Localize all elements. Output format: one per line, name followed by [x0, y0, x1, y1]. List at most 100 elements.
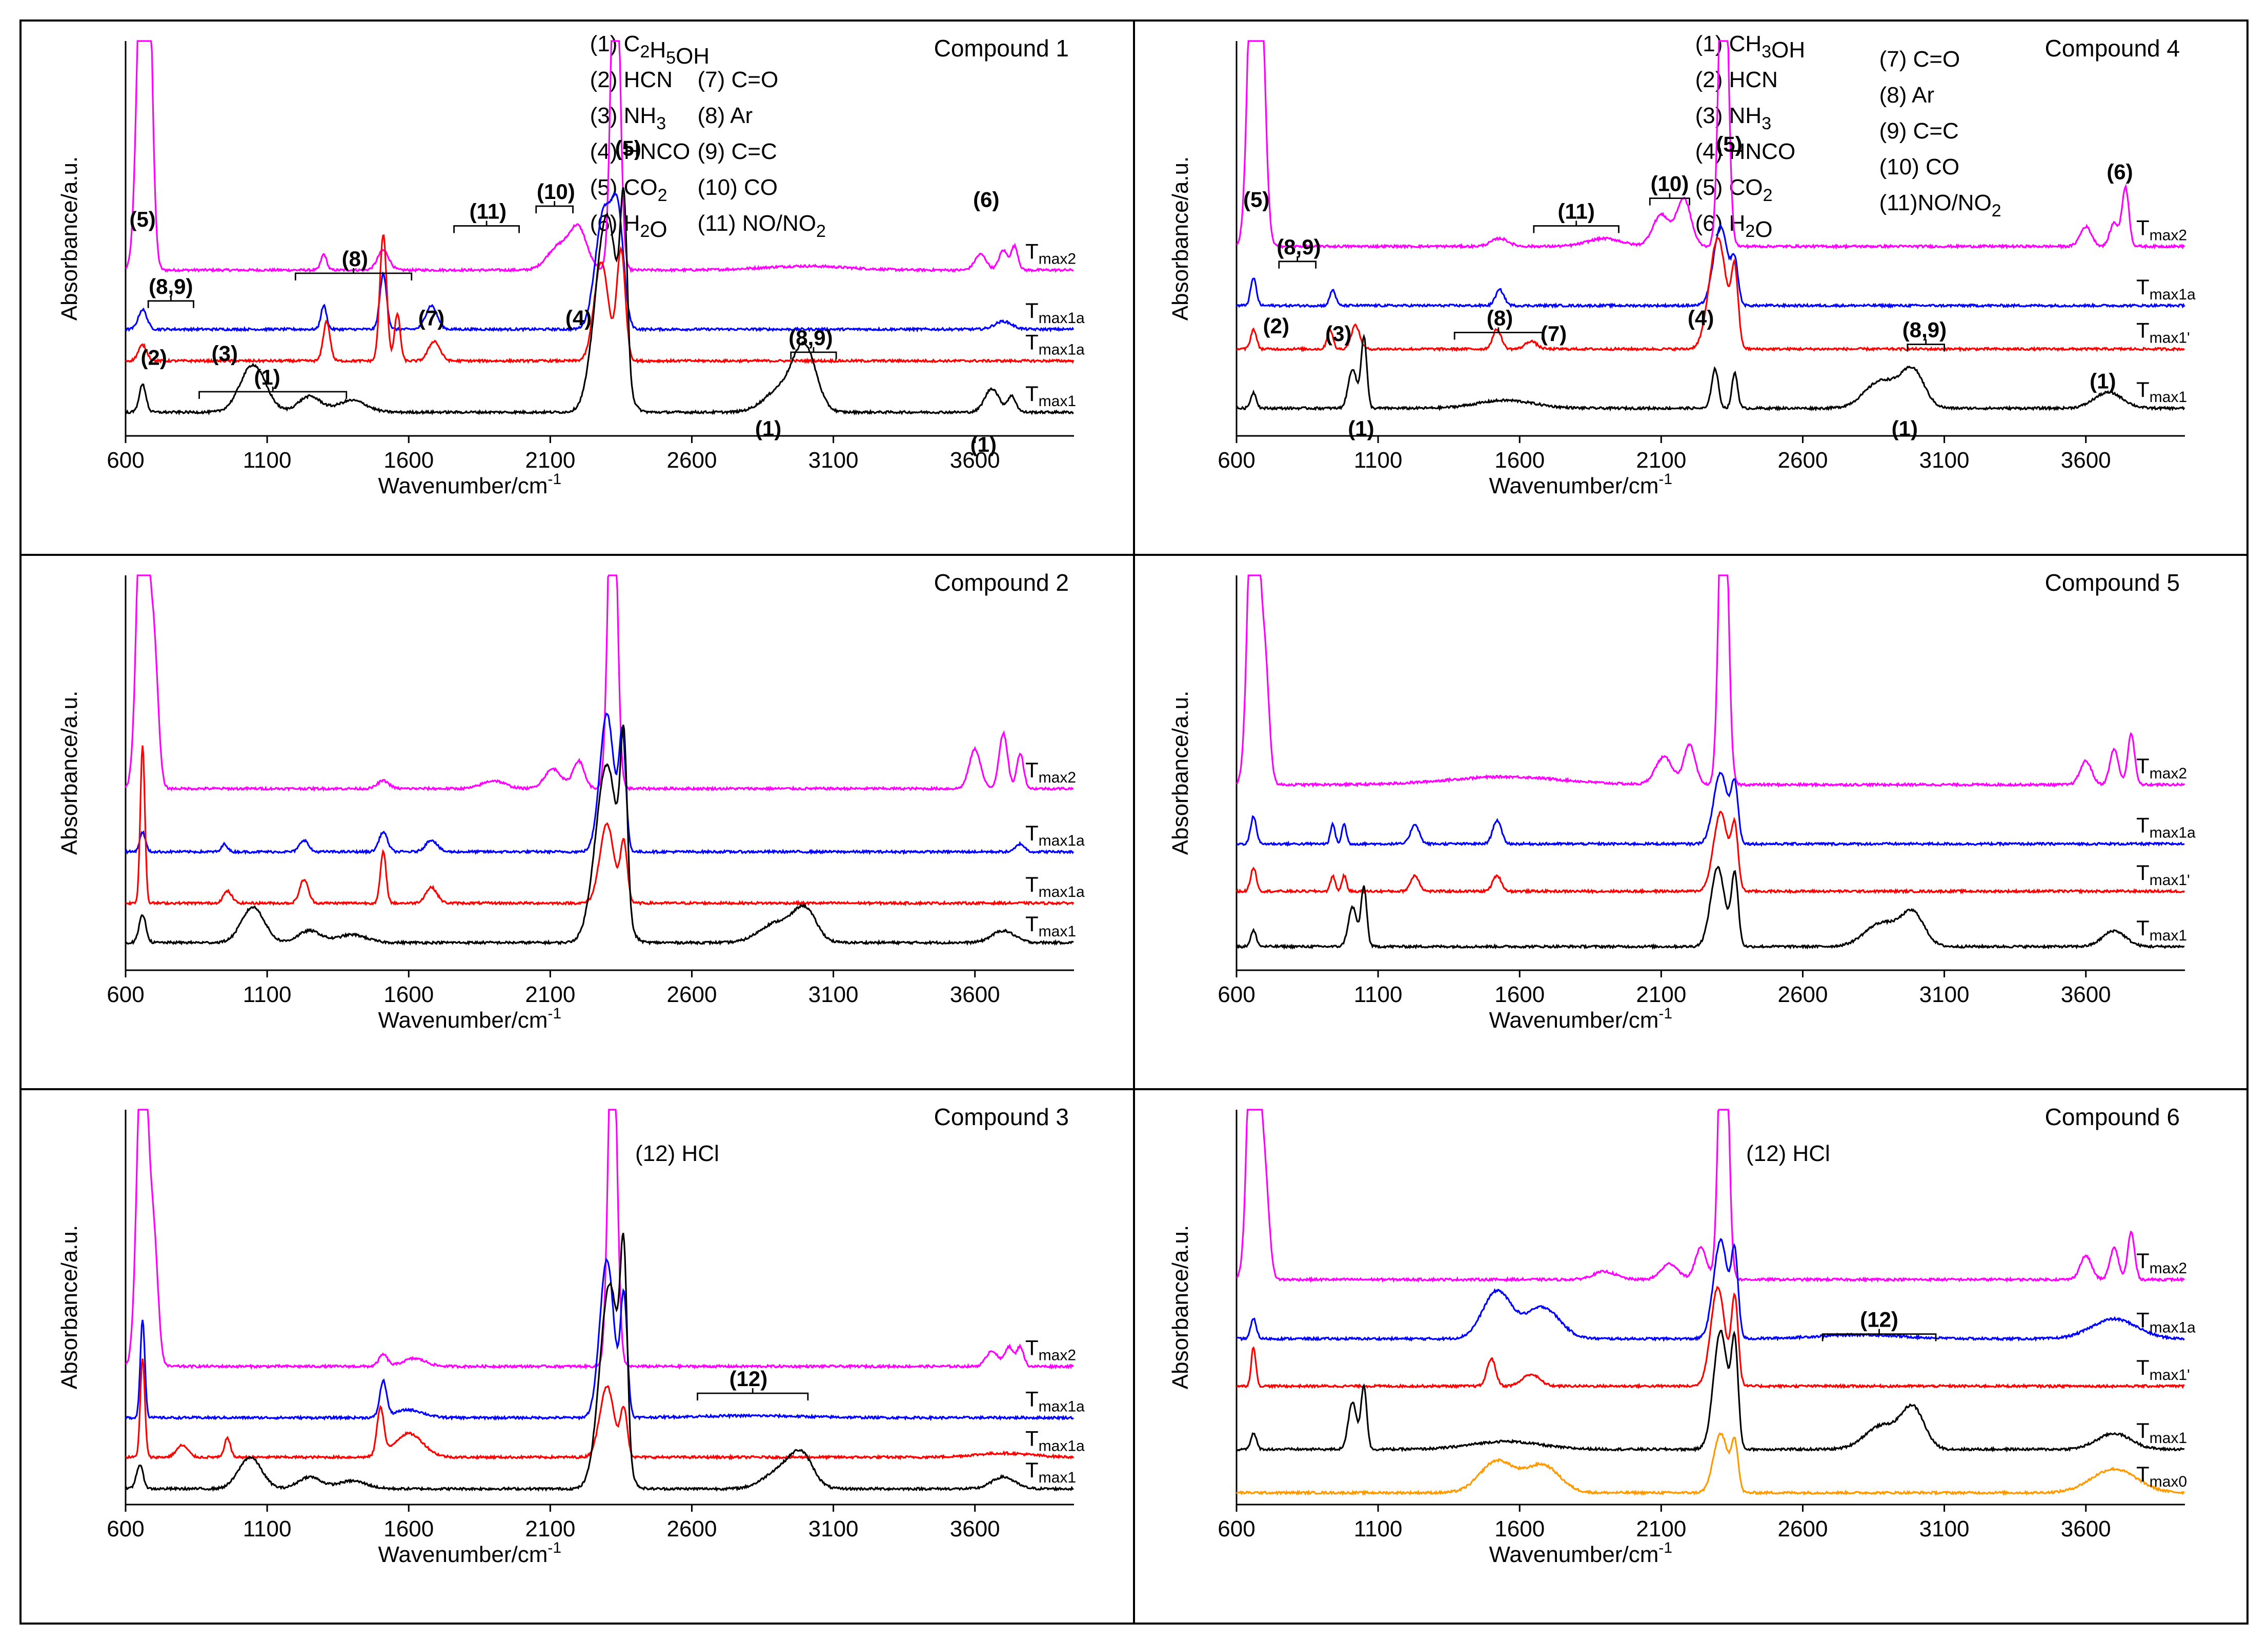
annotation-label: (1) [1892, 416, 1918, 440]
series-line-Tmax1 [1236, 333, 2185, 412]
panel-1: 600 1100 1600 2100 2600 3100 3600 Wavenumber/cm… [19, 19, 1135, 556]
annotation-label: (12) [1860, 1308, 1898, 1332]
annotation-label: (5) [615, 136, 641, 160]
x-tick-label: 2100 [1636, 982, 1686, 1007]
series-label: Tmax1a [1025, 298, 1085, 327]
chart-title: Compound 2 [934, 569, 1069, 596]
series-label: Tmax1a [1025, 1387, 1085, 1415]
annotation-label: (8) [1487, 306, 1513, 330]
series-line-Tmax1a [125, 234, 1075, 365]
x-tick-label: 1600 [383, 448, 434, 473]
series-line-Tmax1 [1236, 1330, 2185, 1453]
series-label: Tmax1' [2136, 860, 2190, 889]
series-label: Tmax2 [2136, 754, 2187, 782]
annotation-label: (11) [470, 199, 507, 224]
legend-item: (9) C=C [1879, 118, 1959, 144]
legend-item: (1) C2H5OH [590, 31, 710, 69]
x-axis-label: Wavenumber/cm-1 [378, 471, 562, 498]
legend-item: (2) HCN [1695, 67, 1778, 92]
legend-item: (10) CO [698, 175, 778, 200]
series-label: Tmax1a [1025, 1427, 1085, 1455]
x-tick-label: 2600 [667, 448, 717, 473]
legend-item: (12) HCl [1746, 1141, 1830, 1166]
x-axis-label: Wavenumber/cm-1 [1489, 471, 1673, 498]
chart-title: Compound 3 [934, 1104, 1069, 1130]
legend-item: (9) C=C [698, 139, 777, 164]
x-tick-label: 2100 [1636, 1516, 1686, 1541]
annotation-label: (5) [129, 207, 155, 231]
legend-item: (2) HCN [590, 67, 673, 92]
y-axis-label: Absorbance/a.u. [1168, 1225, 1193, 1389]
series-label: Tmax1a [2136, 813, 2196, 842]
annotation-bracket [535, 201, 574, 213]
x-tick-label: 3600 [950, 982, 1000, 1007]
x-tick-label: 1100 [1354, 1516, 1403, 1541]
x-tick-label: 600 [1218, 982, 1255, 1007]
annotation-label: (11) [1557, 199, 1594, 224]
x-tick-label: 3600 [2061, 982, 2111, 1007]
x-tick-label: 3100 [1919, 448, 1970, 473]
series-label: Tmax2 [1025, 239, 1076, 268]
annotation-bracket [198, 386, 348, 399]
series-line-Tmax1a [125, 712, 1075, 855]
series-line-Tmax1 [1236, 866, 2185, 950]
x-tick-label: 3600 [950, 448, 1000, 473]
annotation-label: (8,9) [1902, 318, 1947, 342]
annotation-label: (6) [973, 187, 999, 211]
series-line-Tmax1 [125, 725, 1074, 946]
series-label: Tmax1 [2136, 377, 2187, 406]
x-axis-label: Wavenumber/cm-1 [1489, 1539, 1673, 1567]
series-line-Tmax1a [125, 192, 1075, 333]
series-line-Tmax1' [1236, 810, 2185, 895]
legend-item: (7) C=O [1879, 47, 1960, 72]
y-axis-label: Absorbance/a.u. [1168, 156, 1193, 321]
x-tick-label: 2600 [1778, 1516, 1828, 1541]
series-label: Tmax2 [1025, 758, 1076, 786]
panel-3: 600 1100 1600 2100 2600 3100 3600 Wavenumber/cm… [19, 554, 1135, 1090]
panel-2: 600 1100 1600 2100 2600 3100 3600 Wavenumber/cm… [1133, 19, 2249, 556]
legend-item: (5) CO2 [1695, 175, 1773, 205]
x-tick-label: 1100 [243, 1516, 292, 1541]
x-tick-label: 1100 [1354, 448, 1403, 473]
annotation-label: (1) [970, 432, 997, 456]
annotation-label: (8,9) [1277, 235, 1321, 259]
series-line-Tmax1a [126, 745, 1075, 907]
series-line-Tmax0 [1236, 1432, 2185, 1496]
legend-item: (7) C=O [698, 67, 779, 92]
annotation-label: (7) [1541, 322, 1567, 346]
annotation-label: (7) [418, 306, 444, 330]
annotation-label: (3) [1325, 322, 1351, 346]
legend-item: (3) NH3 [590, 103, 666, 133]
x-tick-label: 2600 [1778, 448, 1828, 473]
x-tick-label: 3100 [808, 1516, 859, 1541]
annotation-label: (1) [254, 365, 280, 389]
chart-title: Compound 5 [2045, 569, 2180, 596]
annotation-label: (6) [2107, 160, 2133, 184]
x-tick-label: 600 [107, 1516, 144, 1541]
series-line-Tmax1 [125, 187, 1074, 416]
x-tick-label: 1600 [383, 1516, 434, 1541]
x-tick-label: 2600 [667, 1516, 717, 1541]
x-tick-label: 2100 [525, 982, 575, 1007]
annotation-label: (4) [565, 306, 592, 330]
series-label: Tmax1 [1025, 912, 1076, 940]
annotation-label: (10) [1651, 172, 1689, 196]
x-tick-label: 2100 [1636, 448, 1686, 473]
annotation-label: (3) [212, 342, 238, 366]
annotation-bracket [790, 347, 837, 359]
x-tick-label: 1600 [383, 982, 434, 1007]
series-label: Tmax1 [2136, 916, 2187, 944]
legend-item: (8) Ar [1879, 83, 1935, 108]
annotation-bracket [1821, 1329, 1937, 1341]
annotation-label: (1) [755, 416, 781, 440]
x-axis-label: Wavenumber/cm-1 [378, 1539, 562, 1567]
x-tick-label: 1600 [1494, 1516, 1545, 1541]
series-label: Tmax2 [1025, 1336, 1076, 1364]
series-label: Tmax2 [2136, 215, 2187, 244]
legend-item: (5) CO2 [590, 175, 667, 205]
annotation-label: (5) [1716, 132, 1742, 156]
series-label: Tmax1 [1025, 382, 1076, 410]
y-axis-label: Absorbance/a.u. [1168, 691, 1193, 855]
x-tick-label: 1100 [1354, 982, 1403, 1007]
x-tick-label: 1100 [243, 982, 292, 1007]
